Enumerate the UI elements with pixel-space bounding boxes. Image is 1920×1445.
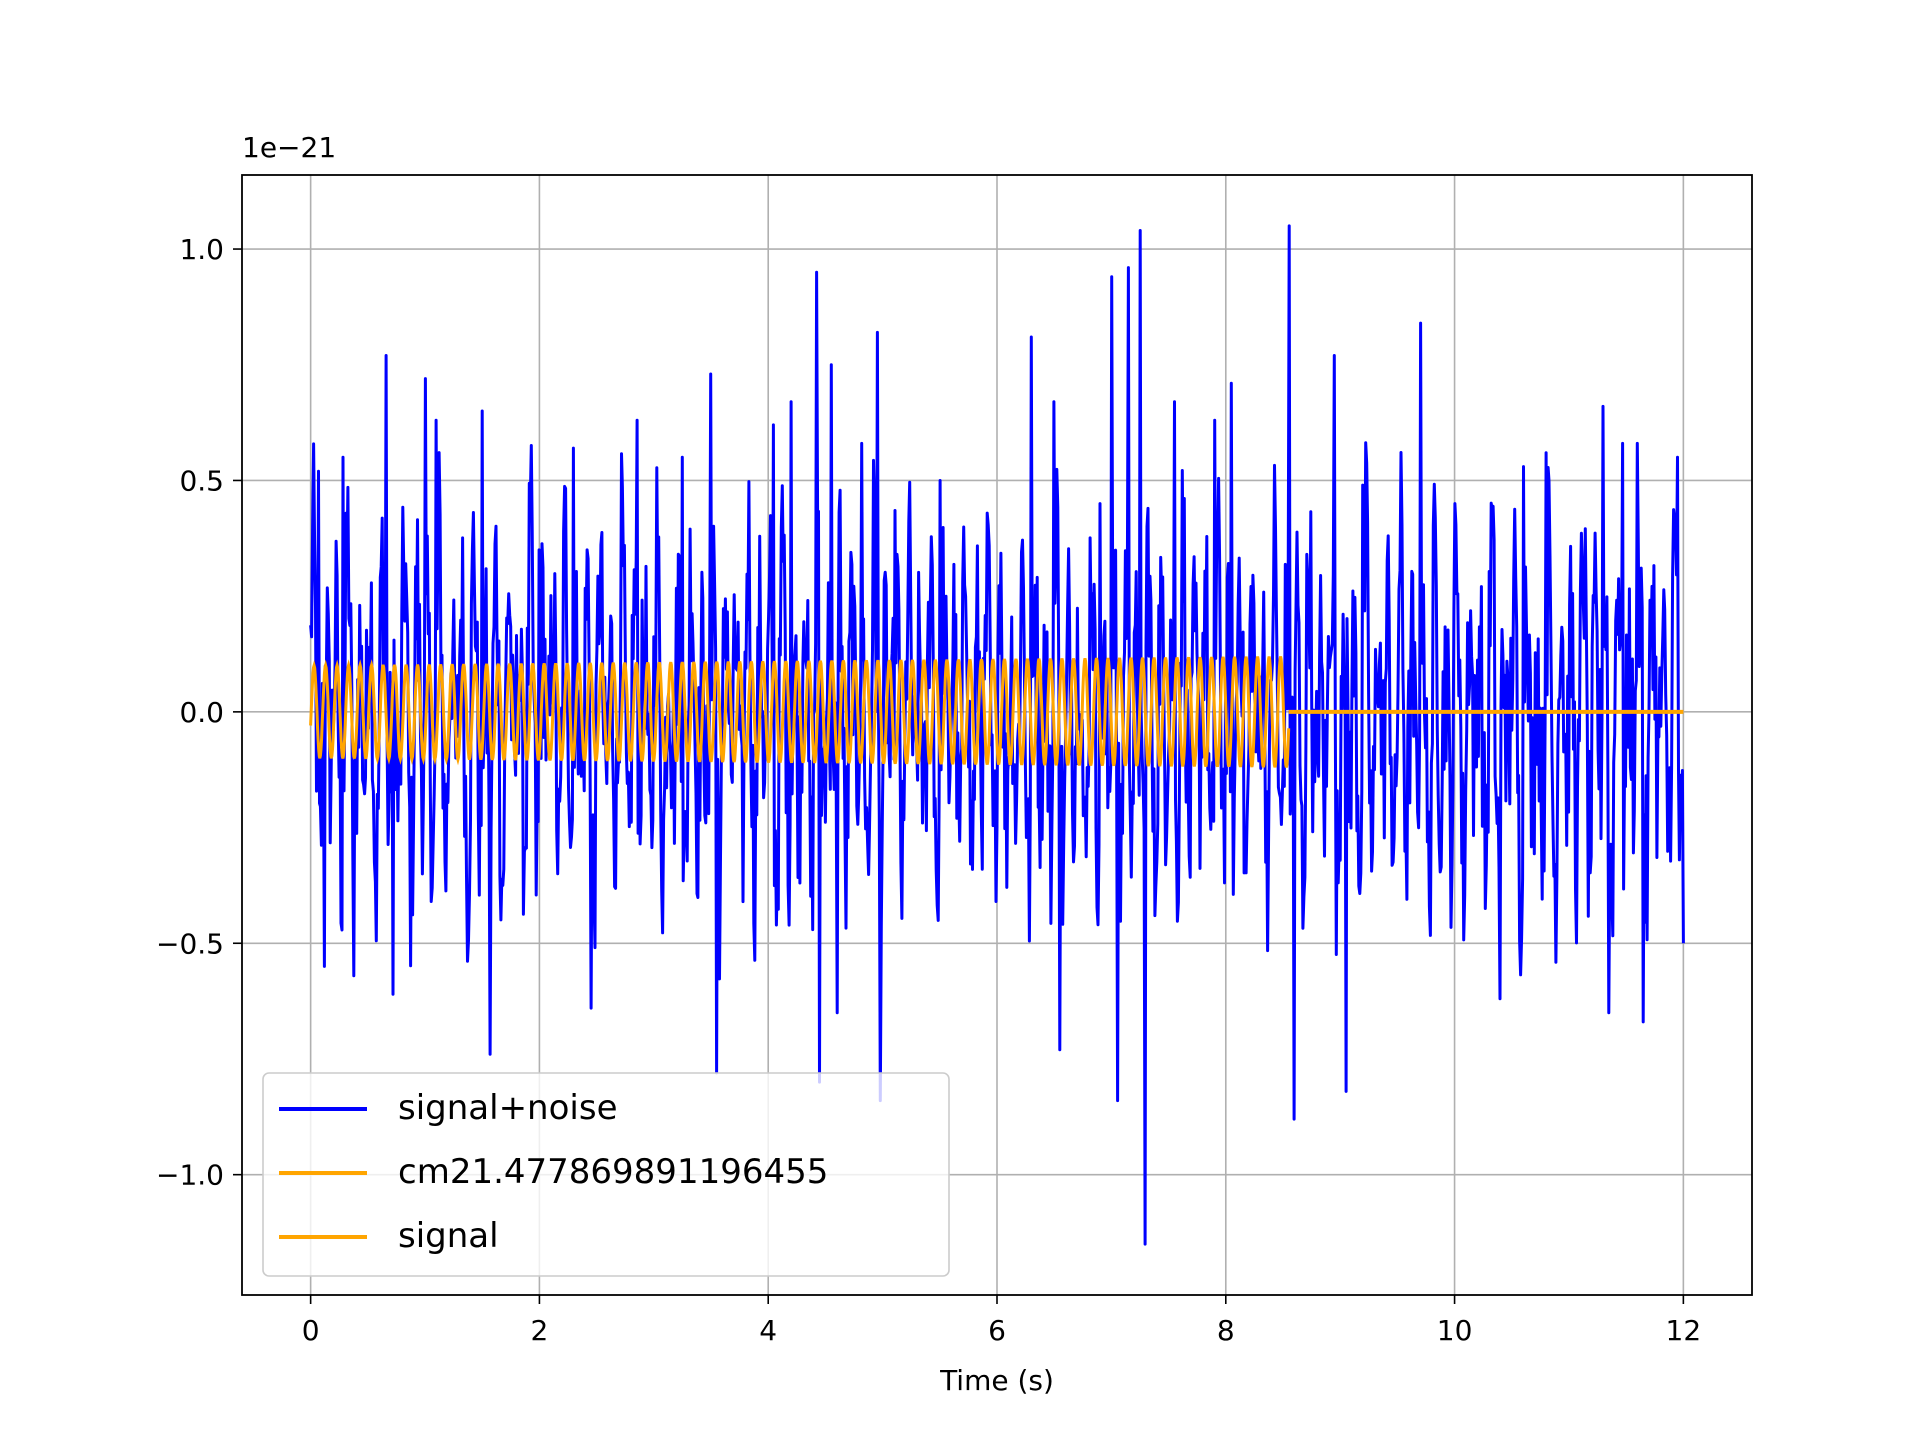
x-tick-label: 10	[1437, 1314, 1473, 1347]
series-signal-noise-line	[309, 224, 1685, 1246]
y-tick-label: −0.5	[156, 927, 224, 960]
legend-label: signal	[398, 1216, 499, 1256]
legend-label: cm21.477869891196455	[398, 1152, 828, 1192]
legend-box	[262, 1072, 950, 1277]
x-axis-label: Time (s)	[939, 1364, 1054, 1397]
legend-label: signal+noise	[398, 1088, 618, 1128]
x-tick-label: 0	[302, 1314, 320, 1347]
y-tick-label: 1.0	[179, 233, 224, 266]
x-tick-label: 12	[1666, 1314, 1702, 1347]
legend: signal+noise cm21.477869891196455 signal	[262, 1072, 950, 1277]
x-tick-label: 4	[759, 1314, 777, 1347]
x-axis-ticks: 0 2 4 6 8 10 12	[302, 1295, 1701, 1347]
x-tick-label: 2	[531, 1314, 549, 1347]
y-offset-label: 1e−21	[242, 131, 336, 164]
y-tick-label: 0.0	[179, 696, 224, 729]
series-cm-line	[309, 656, 1291, 768]
x-tick-label: 6	[988, 1314, 1006, 1347]
plot-area	[309, 224, 1685, 1246]
y-tick-label: −1.0	[156, 1159, 224, 1192]
y-tick-label: 0.5	[179, 464, 224, 497]
x-tick-label: 8	[1217, 1314, 1235, 1347]
y-axis-ticks: −1.0 −0.5 0.0 0.5 1.0	[156, 233, 242, 1192]
